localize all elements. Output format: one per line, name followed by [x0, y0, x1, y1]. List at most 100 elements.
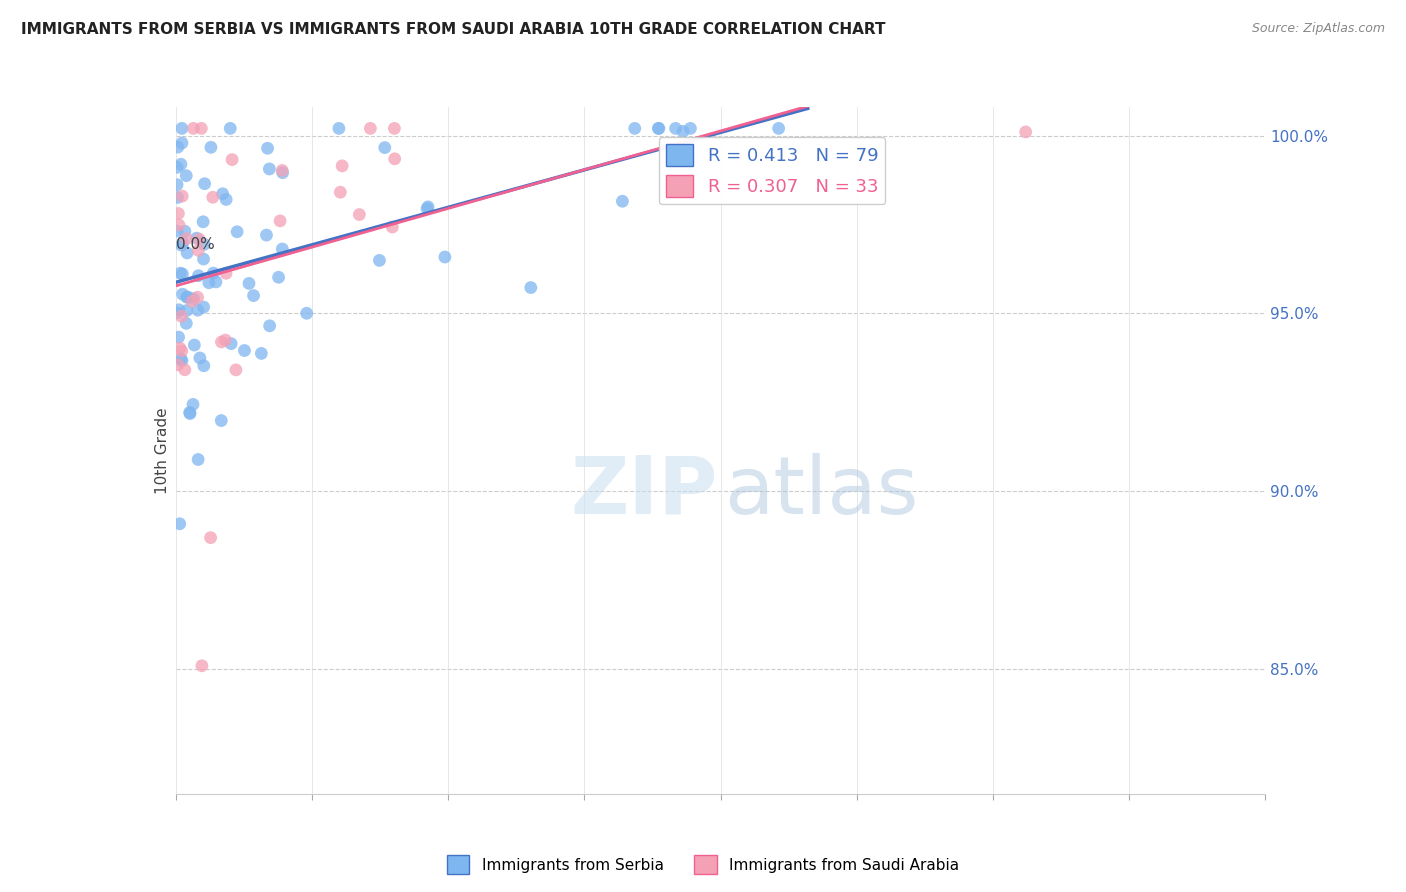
Point: [198, 276, 221, 290]
Point: [665, 121, 688, 136]
Point: [1015, 125, 1038, 139]
Point: [219, 336, 242, 351]
Point: [167, 218, 190, 232]
Point: [187, 268, 209, 283]
Point: [384, 121, 406, 136]
Point: [177, 290, 200, 304]
Point: [188, 351, 211, 365]
Point: [191, 658, 214, 673]
Point: [359, 121, 381, 136]
Point: [623, 121, 645, 136]
Point: [176, 290, 198, 304]
Point: [186, 231, 208, 245]
Point: [267, 270, 290, 285]
Point: [202, 266, 225, 280]
Point: [259, 161, 281, 176]
Point: [167, 206, 190, 220]
Point: [194, 177, 217, 191]
Point: [188, 232, 211, 246]
Point: [176, 303, 198, 318]
Point: [166, 306, 188, 320]
Point: [612, 194, 634, 209]
Point: [271, 166, 294, 180]
Point: [256, 228, 278, 243]
Point: [187, 244, 209, 258]
Point: [250, 346, 273, 360]
Point: [200, 531, 222, 545]
Point: [186, 290, 209, 304]
Point: [170, 353, 193, 368]
Point: [768, 121, 790, 136]
Point: [183, 292, 205, 306]
Point: [169, 516, 191, 531]
Legend: Immigrants from Serbia, Immigrants from Saudi Arabia: Immigrants from Serbia, Immigrants from …: [440, 849, 966, 880]
Point: [170, 238, 193, 252]
Point: [187, 303, 209, 318]
Point: [173, 224, 195, 238]
Point: [647, 121, 669, 136]
Point: [242, 288, 264, 302]
Text: ZIP: ZIP: [569, 452, 717, 531]
Point: [672, 124, 695, 138]
Point: [179, 405, 201, 419]
Point: [193, 252, 215, 266]
Point: [181, 294, 204, 309]
Point: [170, 136, 193, 150]
Point: [173, 363, 195, 377]
Point: [169, 266, 191, 280]
Point: [433, 250, 456, 264]
Point: [269, 214, 291, 228]
Point: [190, 121, 212, 136]
Point: [172, 235, 194, 250]
Point: [193, 300, 215, 314]
Point: [170, 157, 193, 171]
Point: [271, 163, 294, 178]
Point: [226, 225, 249, 239]
Point: [381, 220, 404, 235]
Point: [174, 169, 197, 183]
Point: [648, 121, 671, 136]
Point: [193, 359, 215, 373]
Point: [330, 159, 353, 173]
Point: [181, 397, 204, 411]
Point: [215, 266, 238, 280]
Point: [374, 140, 396, 154]
Point: [167, 330, 190, 344]
Point: [256, 141, 278, 155]
Point: [176, 232, 198, 246]
Point: [167, 358, 190, 372]
Point: [416, 200, 439, 214]
Point: [183, 338, 205, 352]
Text: Source: ZipAtlas.com: Source: ZipAtlas.com: [1251, 22, 1385, 36]
Point: [205, 275, 228, 289]
Point: [520, 280, 543, 294]
Point: [211, 186, 233, 201]
Text: atlas: atlas: [724, 452, 918, 531]
Point: [170, 351, 193, 366]
Point: [170, 343, 193, 358]
Point: [166, 178, 188, 192]
Point: [215, 193, 238, 207]
Point: [271, 242, 294, 256]
Point: [416, 202, 439, 216]
Point: [191, 215, 214, 229]
Point: [170, 309, 193, 323]
Point: [368, 253, 391, 268]
Point: [167, 302, 190, 317]
Point: [179, 407, 201, 421]
Point: [169, 341, 191, 355]
Point: [166, 190, 188, 204]
Point: [172, 267, 194, 281]
Point: [174, 317, 197, 331]
Point: [384, 152, 406, 166]
Point: [238, 277, 260, 291]
Point: [201, 190, 224, 204]
Point: [221, 153, 243, 167]
Point: [209, 413, 232, 427]
Point: [214, 333, 236, 347]
Point: [349, 208, 371, 222]
Text: IMMIGRANTS FROM SERBIA VS IMMIGRANTS FROM SAUDI ARABIA 10TH GRADE CORRELATION CH: IMMIGRANTS FROM SERBIA VS IMMIGRANTS FRO…: [21, 22, 886, 37]
Point: [172, 189, 194, 203]
Point: [166, 161, 188, 175]
Point: [166, 140, 188, 154]
